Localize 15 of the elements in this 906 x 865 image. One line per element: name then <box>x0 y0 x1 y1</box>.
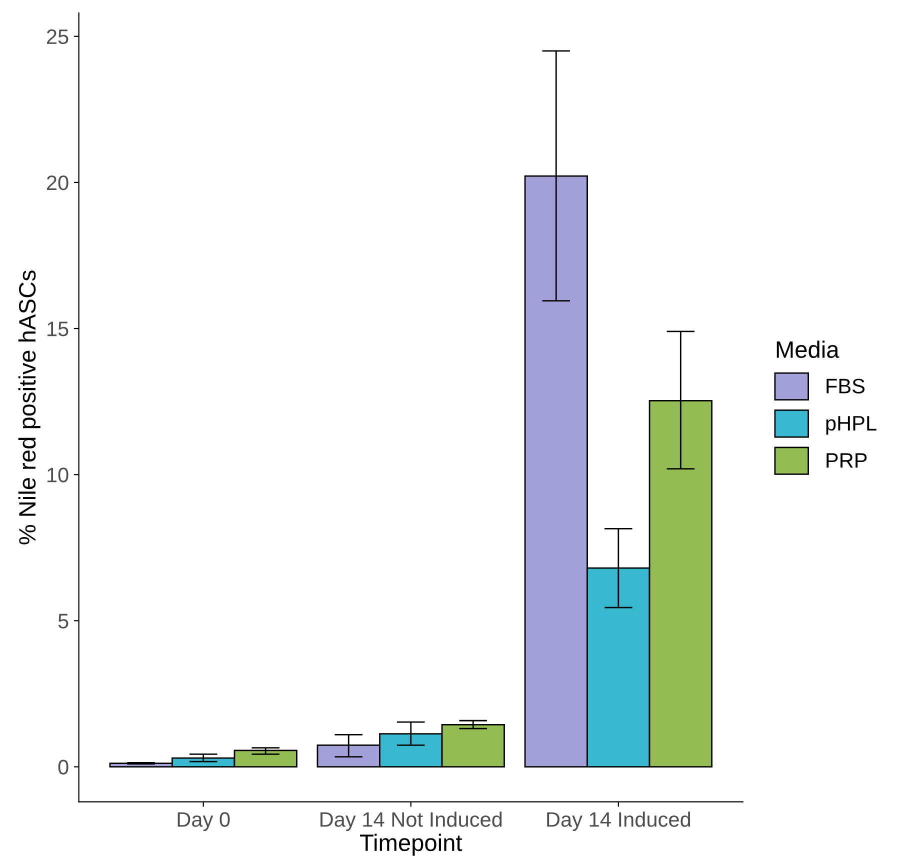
x-axis-title: Timepoint <box>360 834 462 856</box>
y-tick-label: 5 <box>58 614 68 628</box>
y-tick-label: 0 <box>58 760 68 775</box>
legend-title: Media <box>776 340 840 358</box>
x-tick-label: Day 14 Induced <box>547 812 690 831</box>
y-tick-label: 15 <box>48 322 68 336</box>
legend-label: FBS <box>826 378 865 394</box>
y-axis-title: % Nile red positive hASCs <box>18 270 40 544</box>
y-tick-label: 20 <box>46 175 68 190</box>
legend-label: PRP <box>826 453 867 468</box>
x-tick-label: Day 14 Not Induced <box>320 812 502 831</box>
y-tick-label: 10 <box>48 468 68 482</box>
legend-label: pHPL <box>826 416 876 435</box>
x-tick-label: Day 0 <box>178 812 230 831</box>
y-tick-label: 25 <box>46 29 68 44</box>
